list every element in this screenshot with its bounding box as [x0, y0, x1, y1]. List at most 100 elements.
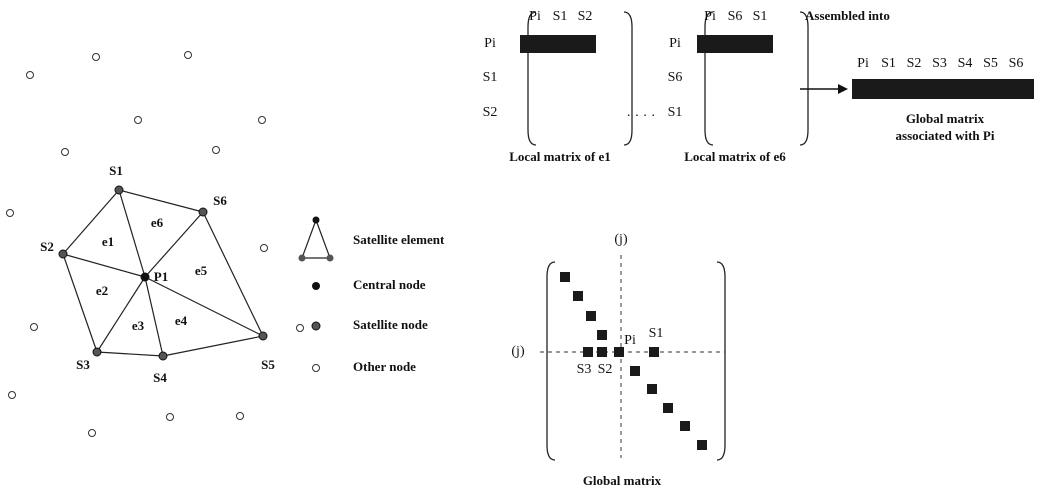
satellite-node: [114, 185, 124, 195]
column-label: S1: [553, 9, 568, 24]
entry-label: S2: [598, 362, 613, 377]
other-node: [236, 412, 244, 420]
edge: [202, 211, 264, 337]
satellite-node: [92, 347, 102, 357]
entry: [583, 347, 593, 357]
row-label: S1: [483, 70, 498, 85]
edge: [144, 211, 204, 278]
edge: [162, 335, 264, 357]
edge: [62, 253, 98, 353]
other-node: [8, 391, 16, 399]
entry: [663, 403, 673, 413]
entry: [647, 384, 657, 394]
column-label: S6: [728, 9, 743, 24]
bracket: [623, 11, 633, 146]
column-label: Pi: [704, 9, 716, 24]
entry: [597, 330, 607, 340]
column-label: S4: [958, 56, 973, 71]
entry: [680, 421, 690, 431]
other-node: [26, 71, 34, 79]
node-label: S1: [109, 163, 123, 178]
row-label: S2: [483, 105, 498, 120]
node-label: P1: [154, 269, 168, 284]
legend-label: Other node: [353, 359, 416, 374]
satellite-node: [158, 351, 168, 361]
column-label: Pi: [857, 56, 869, 71]
other-node: [30, 323, 38, 331]
edge: [118, 189, 146, 278]
bracket: [546, 261, 556, 461]
column-label: S2: [578, 9, 593, 24]
bracket: [799, 11, 809, 146]
entry-label: Pi: [624, 333, 636, 348]
satellite-node: [258, 331, 268, 341]
other-node: [296, 324, 304, 332]
element-label: e5: [195, 263, 208, 278]
edge: [144, 276, 164, 357]
legend-label: Satellite node: [353, 317, 428, 332]
edge: [62, 189, 120, 255]
entry: [630, 366, 640, 376]
filled-row: [697, 35, 773, 53]
column-label: S6: [1009, 56, 1024, 71]
central-node: [140, 272, 150, 282]
other-node: [260, 244, 268, 252]
node-label: S4: [153, 370, 167, 385]
legend-central: [312, 282, 320, 290]
element-label: e2: [96, 283, 108, 298]
content: S1 S6 S2 S5 S3 S4 P1 e1 e6 e5 e4 e3 e2 Satellite elem…: [6, 8, 1034, 488]
filled-row: [520, 35, 596, 53]
entry: [649, 347, 659, 357]
other-node: [258, 116, 266, 124]
edge: [96, 276, 146, 353]
other-node: [6, 209, 14, 217]
node-label: S6: [213, 193, 227, 208]
edge: [118, 189, 204, 213]
bracket: [527, 11, 537, 146]
index-label: (j): [511, 344, 525, 359]
other-node: [61, 148, 69, 156]
element-label: e6: [151, 215, 164, 230]
entry-label: S1: [649, 326, 664, 341]
legend-label: Satellite element: [353, 232, 445, 247]
edge: [144, 276, 264, 337]
caption: associated with Pi: [896, 128, 995, 143]
bracket: [704, 11, 714, 146]
element-label: e1: [102, 234, 114, 249]
entry: [586, 311, 596, 321]
legend-label: Central node: [353, 277, 426, 292]
entry-label: S3: [577, 362, 592, 377]
separator: · · · ·: [626, 109, 655, 124]
caption: Local matrix of e6: [684, 149, 786, 164]
legend-satellite: [311, 321, 321, 331]
other-node: [88, 429, 96, 437]
element-label: e4: [175, 313, 188, 328]
row-label: S6: [668, 70, 683, 85]
entry: [697, 440, 707, 450]
legend-triangle: [301, 218, 331, 259]
row-label: Pi: [669, 36, 681, 51]
edge: [96, 351, 164, 357]
satellite-node: [58, 249, 68, 259]
node-label: S2: [40, 239, 54, 254]
column-label: S5: [983, 56, 998, 71]
other-node: [212, 146, 220, 154]
index-label: (j): [614, 232, 628, 247]
column-label: S1: [753, 9, 768, 24]
assembly-label: Assembled into: [805, 8, 890, 23]
other-node: [134, 116, 142, 124]
caption: Local matrix of e1: [509, 149, 610, 164]
legend-dot: [312, 216, 320, 224]
legend-other: [312, 364, 320, 372]
legend-dot: [326, 254, 334, 262]
caption: Global matrix: [583, 473, 662, 488]
arrow-head: [838, 84, 848, 94]
row-label: Pi: [484, 36, 496, 51]
satellite-node: [198, 207, 208, 217]
column-label: Pi: [529, 9, 541, 24]
entry: [573, 291, 583, 301]
other-node: [166, 413, 174, 421]
caption: Global matrix: [906, 111, 985, 126]
edge: [62, 253, 146, 278]
